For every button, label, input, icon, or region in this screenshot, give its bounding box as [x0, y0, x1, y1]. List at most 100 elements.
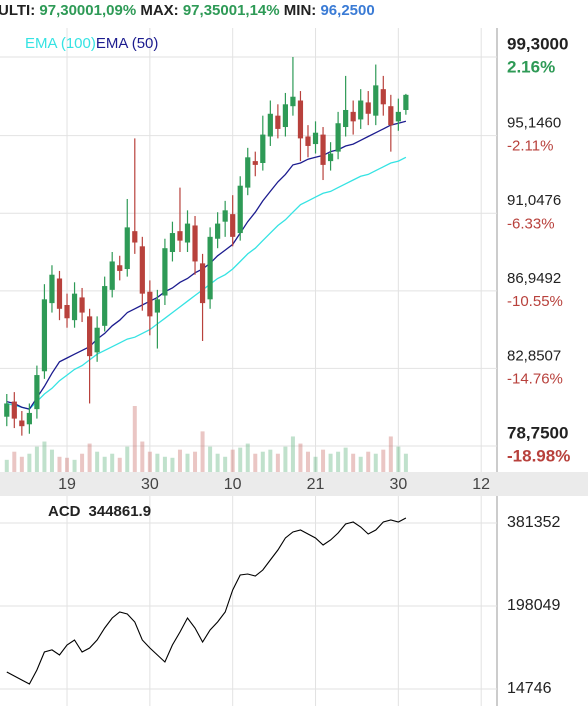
candle-body — [41, 299, 48, 372]
value: 97,3500 — [182, 2, 238, 19]
y-tick-label: 198049 — [507, 597, 560, 614]
x-tick-label: 30 — [141, 476, 159, 493]
volume-bar — [313, 456, 318, 472]
volume-bar — [290, 436, 295, 472]
candle-body — [312, 132, 319, 145]
candle-body — [4, 403, 10, 417]
candle-body — [64, 305, 70, 319]
volume-bar — [110, 453, 115, 472]
volume-bar — [87, 443, 92, 472]
y-tick-label: 95,1460 — [507, 115, 561, 132]
volume-bar — [4, 459, 9, 472]
candle-body — [49, 274, 55, 304]
candle-body — [403, 94, 409, 110]
y-tick-label: 381352 — [507, 514, 560, 531]
volume-bar — [230, 449, 235, 472]
candle-body — [207, 236, 213, 300]
volume-bar — [117, 457, 122, 472]
volume-bar — [72, 459, 77, 472]
candle-body — [373, 85, 379, 116]
volume-bar — [185, 453, 190, 472]
x-tick-label: 21 — [307, 476, 325, 493]
volume-bar — [193, 451, 198, 472]
legend-entry: EMA (100) — [25, 35, 96, 52]
candle-body — [260, 134, 266, 163]
candle-body — [102, 286, 108, 326]
volume-bar — [170, 457, 175, 472]
change: 1,14% — [237, 2, 280, 19]
candle-body — [252, 161, 258, 165]
y-tick-label: 86,9492 — [507, 270, 561, 287]
candle-body — [358, 100, 364, 120]
volume-bar — [268, 449, 273, 472]
label: ULTI: — [0, 2, 36, 19]
candle-body — [388, 106, 394, 126]
candle-body — [109, 261, 115, 290]
ema-line — [6, 156, 407, 410]
candle-body — [154, 299, 160, 313]
candle-body — [26, 412, 32, 425]
candle-body — [94, 327, 100, 353]
volume-bar — [200, 431, 205, 472]
y2-tick-label: -2.11% — [507, 138, 553, 155]
candle-body — [177, 231, 183, 241]
candle-body — [132, 231, 138, 243]
volume-bar — [305, 451, 310, 472]
volume-bar — [396, 446, 401, 472]
candle-body — [282, 104, 288, 128]
volume-bar — [140, 441, 145, 472]
y-tick-label: 14746 — [507, 680, 552, 697]
volume-bar — [102, 456, 107, 472]
volume-bar — [95, 451, 100, 472]
volume-bar — [57, 456, 62, 472]
candle-body — [305, 136, 311, 146]
candle-body — [237, 185, 243, 234]
volume-bar — [12, 451, 17, 472]
candle-body — [267, 113, 273, 137]
candle-body — [11, 401, 17, 419]
label: MAX: — [140, 2, 179, 19]
candle-body — [380, 89, 386, 105]
y2-tick-label: -6.33% — [507, 215, 555, 232]
volume-bar — [125, 446, 130, 472]
value: 96,2500 — [320, 2, 375, 19]
volume-bar — [215, 453, 220, 472]
legend-entry: EMA (50) — [96, 35, 159, 52]
volume-bar — [298, 443, 303, 472]
x-axis-band — [0, 472, 588, 496]
y-tick-label: 82,8507 — [507, 347, 561, 364]
volume-bar — [366, 451, 371, 472]
y-tick-label: 91,0476 — [507, 192, 561, 209]
candle-body — [222, 210, 228, 222]
volume-bar — [245, 443, 250, 472]
candle-body — [79, 297, 85, 313]
change: 1,09% — [93, 2, 137, 19]
candle-body — [184, 223, 191, 243]
y2-tick-label: -18.98% — [507, 447, 570, 466]
candle-body — [215, 223, 221, 239]
candle-body — [87, 316, 93, 357]
candle-body — [290, 96, 296, 107]
volume-bar — [358, 456, 363, 472]
indicator-title: ACD — [48, 503, 81, 520]
volume-bar — [343, 447, 348, 472]
volume-bar — [177, 449, 182, 472]
volume-bar — [27, 453, 32, 472]
candle-body — [56, 278, 63, 309]
volume-bar — [260, 451, 265, 472]
candle-body — [192, 225, 198, 262]
volume-bar — [34, 446, 39, 472]
y2-tick-label: -10.55% — [507, 293, 563, 310]
candle-body — [71, 293, 78, 321]
volume-bar — [283, 446, 288, 472]
x-tick-label: 12 — [472, 476, 490, 493]
candle-body — [335, 123, 341, 152]
volume-bar — [42, 441, 47, 472]
acd-line — [6, 517, 407, 685]
volume-bar — [19, 456, 24, 472]
candle-body — [34, 375, 40, 410]
candle-body — [350, 111, 356, 122]
label: MIN: — [283, 2, 317, 19]
